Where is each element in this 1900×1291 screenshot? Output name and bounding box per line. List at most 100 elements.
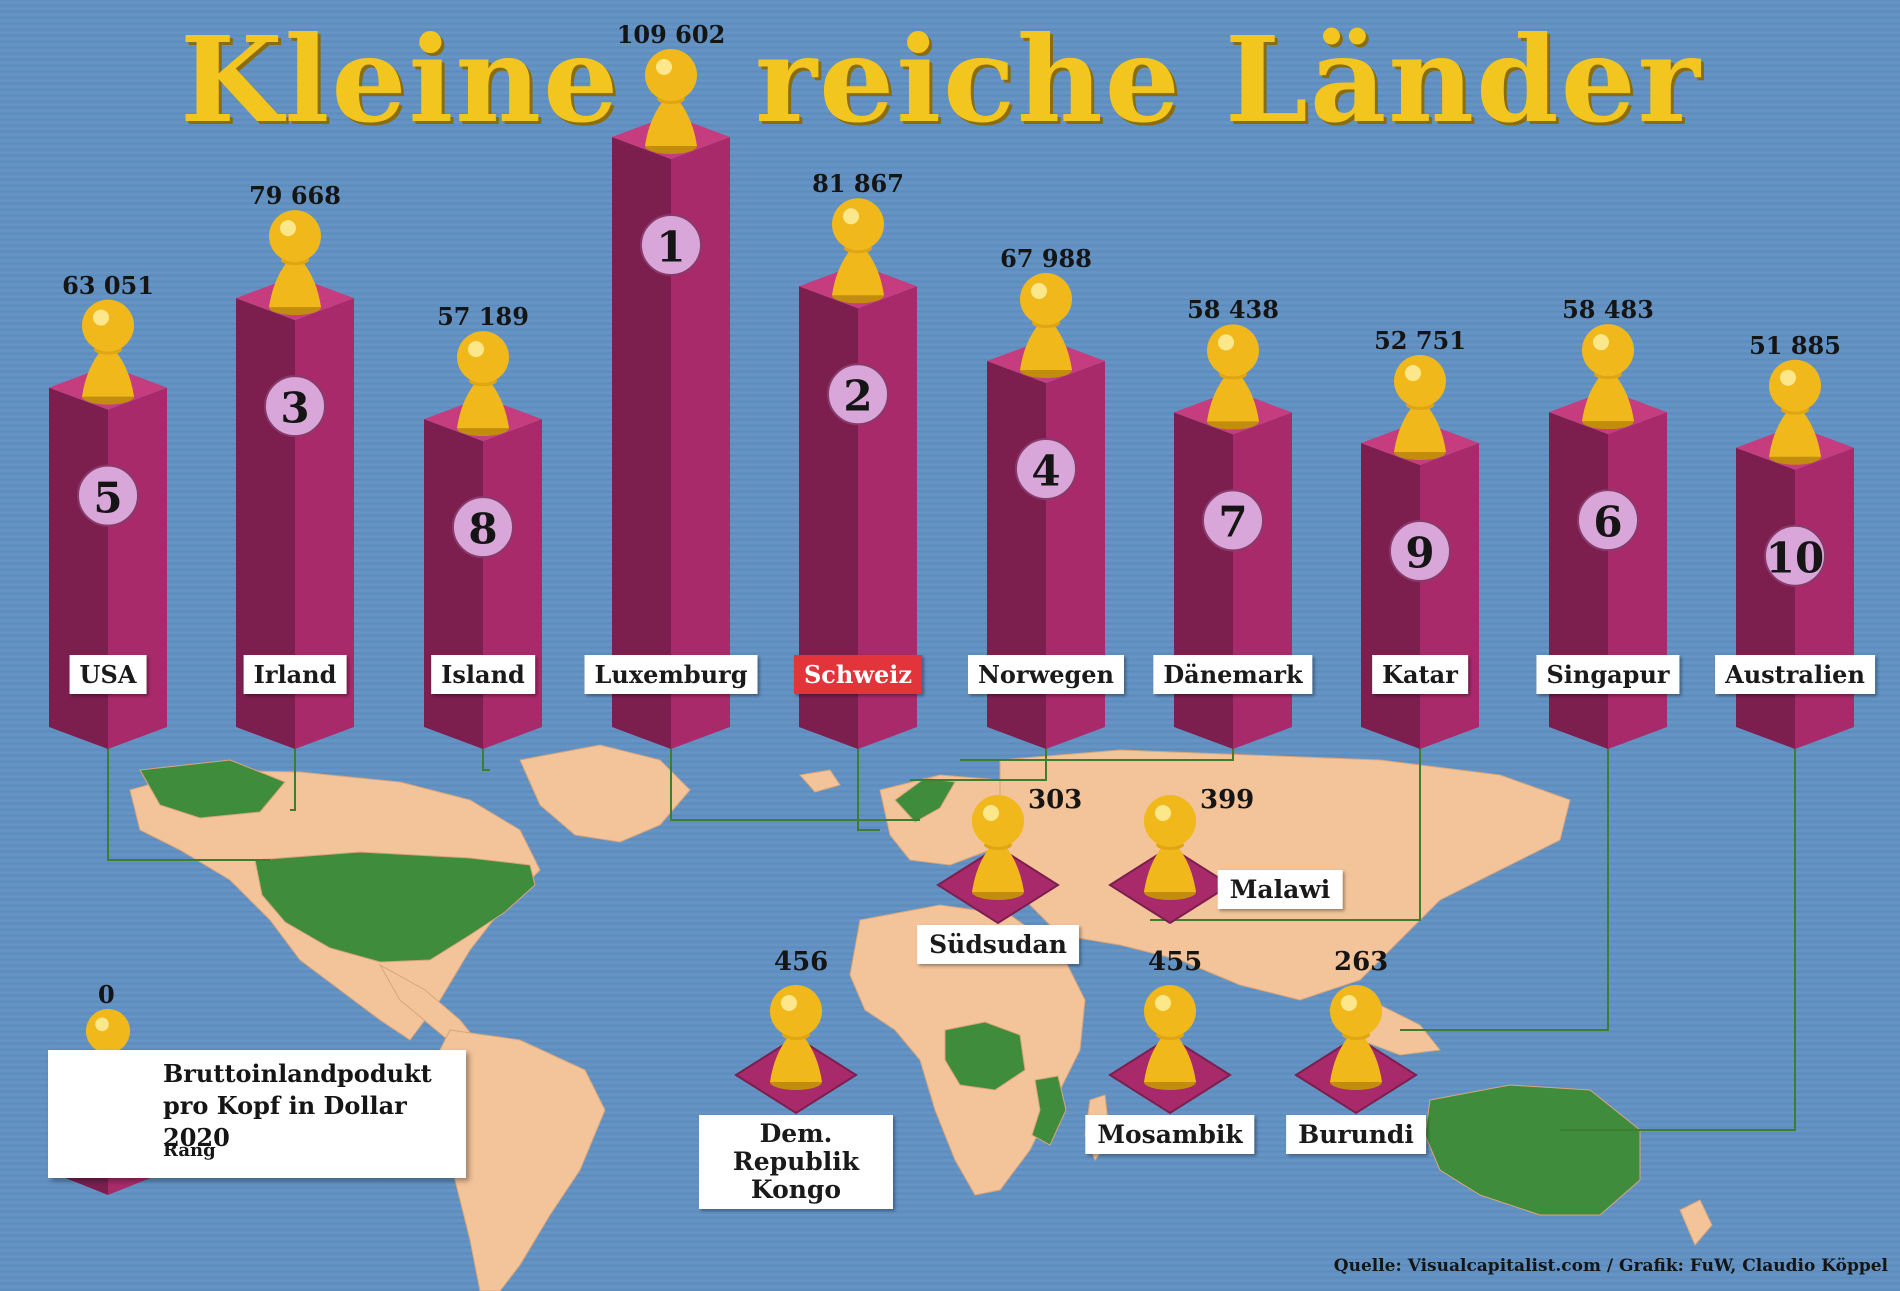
connector-singapur: [1400, 745, 1609, 1031]
pillars: [49, 49, 1854, 749]
marker-pawn-malawi: [1144, 795, 1196, 900]
pawn-katar: [1394, 355, 1446, 461]
rank-circle-schweiz: [827, 363, 889, 426]
marker-dem-republik-kongo: [734, 985, 858, 1115]
rank-label-katar: 9: [1405, 528, 1435, 578]
low-label-dem-republik-kongo: Dem. Republik Kongo: [699, 1115, 893, 1209]
low-value-dem-republik-kongo: 456: [774, 947, 829, 977]
rank-label-irland: 3: [280, 383, 310, 433]
category-label-katar: Katar: [1372, 655, 1468, 694]
rank-label-australien: 10: [1765, 533, 1825, 583]
pawn-usa: [82, 299, 134, 405]
category-label-usa: USA: [69, 655, 147, 694]
marker-pawn-mosambik: [1144, 985, 1196, 1090]
pillar-side-singapur: [1549, 412, 1608, 749]
value-label-singapur: 58 483: [1562, 295, 1654, 325]
rank-label-dänemark: 7: [1218, 497, 1248, 547]
marker-malawi: [1108, 795, 1232, 925]
pawn-irland: [269, 210, 321, 316]
low-value-burundi: 263: [1334, 947, 1389, 977]
marker-pawn-burundi: [1330, 985, 1382, 1090]
pillar-norwegen: [987, 273, 1105, 749]
pawn-norwegen: [1020, 273, 1072, 379]
low-value-mosambik: 455: [1148, 947, 1203, 977]
rank-label-island: 8: [468, 504, 498, 554]
value-label-dänemark: 58 438: [1187, 295, 1279, 325]
land-usa: [254, 851, 536, 963]
pillar-side-usa: [49, 387, 108, 749]
low-value-malawi: 399: [1200, 785, 1255, 815]
title-part-2: reiche Länder: [755, 10, 1702, 149]
legend-rank-label: Rang: [163, 1140, 216, 1161]
rank-circle-singapur: [1577, 489, 1639, 552]
pillar-front-singapur: [1608, 412, 1667, 749]
rank-circle-irland: [264, 375, 326, 438]
value-label-usa: 63 051: [62, 270, 154, 300]
rank-label-luxemburg: 1: [656, 222, 686, 272]
value-label-schweiz: 81 867: [812, 169, 904, 199]
source-note: Quelle: Visualcapitalist.com / Grafik: F…: [1333, 1256, 1888, 1276]
legend-box: [48, 1050, 466, 1178]
connector-schweiz: [857, 745, 880, 831]
pillar-front-australien: [1795, 447, 1854, 749]
marker-südsudan: [936, 795, 1060, 925]
low-label-malawi: Malawi: [1217, 870, 1343, 909]
pillar-side-katar: [1361, 443, 1420, 749]
pillar-side-island: [424, 419, 483, 749]
pillar-luxemburg: [612, 49, 730, 749]
low-label-südsudan: Südsudan: [917, 925, 1079, 964]
land-iceland: [799, 769, 841, 793]
value-label-luxemburg: 109 602: [616, 20, 726, 49]
value-label-australien: 51 885: [1749, 330, 1841, 360]
category-label-dänemark: Dänemark: [1153, 655, 1313, 694]
rank-circle-dänemark: [1202, 489, 1264, 552]
legend-title: Bruttoinlandpodukt pro Kopf in Dollar 20…: [163, 1059, 432, 1152]
marker-mosambik: [1108, 985, 1232, 1115]
marker-burundi: [1294, 985, 1418, 1115]
pawn-island: [457, 331, 509, 437]
rank-circle-norwegen: [1015, 438, 1077, 501]
pawn-dänemark: [1207, 324, 1259, 430]
world-map: [129, 744, 1713, 1291]
land-norway: [894, 777, 956, 823]
marker-pawn-dem-republik-kongo: [770, 985, 822, 1090]
land-alaska: [139, 759, 286, 819]
rank-label-singapur: 6: [1593, 497, 1623, 547]
low-label-burundi: Burundi: [1286, 1115, 1426, 1154]
connector-luxemburg: [670, 745, 920, 821]
title-part-1: Kleine: [180, 10, 621, 149]
rank-circle-island: [452, 496, 514, 559]
value-label-katar: 52 751: [1374, 326, 1466, 356]
pillar-front-usa: [108, 387, 167, 749]
category-label-norwegen: Norwegen: [967, 655, 1125, 694]
connector-australien: [1560, 745, 1796, 1131]
value-label-irland: 79 668: [249, 181, 341, 211]
land-mozambique: [1031, 1075, 1067, 1146]
pillar-front-luxemburg: [671, 137, 730, 749]
pillar-irland: [236, 210, 354, 749]
connector-lines: [107, 745, 1796, 1131]
rank-circle-usa: [77, 464, 139, 527]
pillar-front-island: [483, 419, 542, 749]
rank-label-usa: 5: [93, 473, 123, 523]
category-label-singapur: Singapur: [1536, 655, 1680, 694]
rank-circle-australien: [1764, 524, 1826, 587]
land-new-zealand: [1679, 1199, 1713, 1246]
connector-irland: [290, 745, 296, 811]
rank-label-schweiz: 2: [843, 371, 873, 421]
pillar-front-dänemark: [1233, 412, 1292, 749]
pawn-luxemburg: [645, 49, 697, 154]
category-label-irland: Irland: [243, 655, 347, 694]
category-label-island: Island: [431, 655, 535, 694]
pawn-schweiz: [832, 198, 884, 304]
rank-circle-luxemburg: [640, 214, 702, 276]
rank-label-norwegen: 4: [1031, 446, 1061, 496]
category-label-luxemburg: Luxemburg: [584, 655, 758, 694]
connector-norwegen: [910, 745, 1047, 781]
legend-zero-label: 0: [98, 980, 115, 1009]
connector-island: [482, 745, 490, 771]
pillar-side-dänemark: [1174, 412, 1233, 749]
category-label-schweiz: Schweiz: [793, 655, 923, 694]
low-label-mosambik: Mosambik: [1085, 1115, 1255, 1154]
marker-pawn-südsudan: [972, 795, 1024, 900]
